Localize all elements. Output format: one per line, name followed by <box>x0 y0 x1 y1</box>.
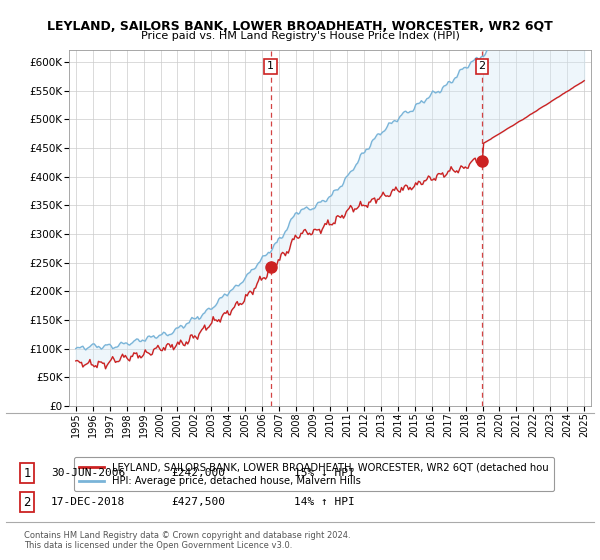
Text: 30-JUN-2006: 30-JUN-2006 <box>51 468 125 478</box>
Text: £242,000: £242,000 <box>171 468 225 478</box>
Text: 14% ↑ HPI: 14% ↑ HPI <box>294 497 355 507</box>
Text: 1: 1 <box>267 62 274 72</box>
Text: LEYLAND, SAILORS BANK, LOWER BROADHEATH, WORCESTER, WR2 6QT: LEYLAND, SAILORS BANK, LOWER BROADHEATH,… <box>47 20 553 32</box>
Text: 2: 2 <box>478 62 485 72</box>
Text: 15% ↓ HPI: 15% ↓ HPI <box>294 468 355 478</box>
Text: £427,500: £427,500 <box>171 497 225 507</box>
Legend: LEYLAND, SAILORS BANK, LOWER BROADHEATH, WORCESTER, WR2 6QT (detached hou, HPI: : LEYLAND, SAILORS BANK, LOWER BROADHEATH,… <box>74 457 554 491</box>
Text: 1: 1 <box>23 466 31 480</box>
Text: Price paid vs. HM Land Registry's House Price Index (HPI): Price paid vs. HM Land Registry's House … <box>140 31 460 41</box>
Text: 17-DEC-2018: 17-DEC-2018 <box>51 497 125 507</box>
Text: Contains HM Land Registry data © Crown copyright and database right 2024.
This d: Contains HM Land Registry data © Crown c… <box>24 530 350 550</box>
Text: 2: 2 <box>23 496 31 509</box>
